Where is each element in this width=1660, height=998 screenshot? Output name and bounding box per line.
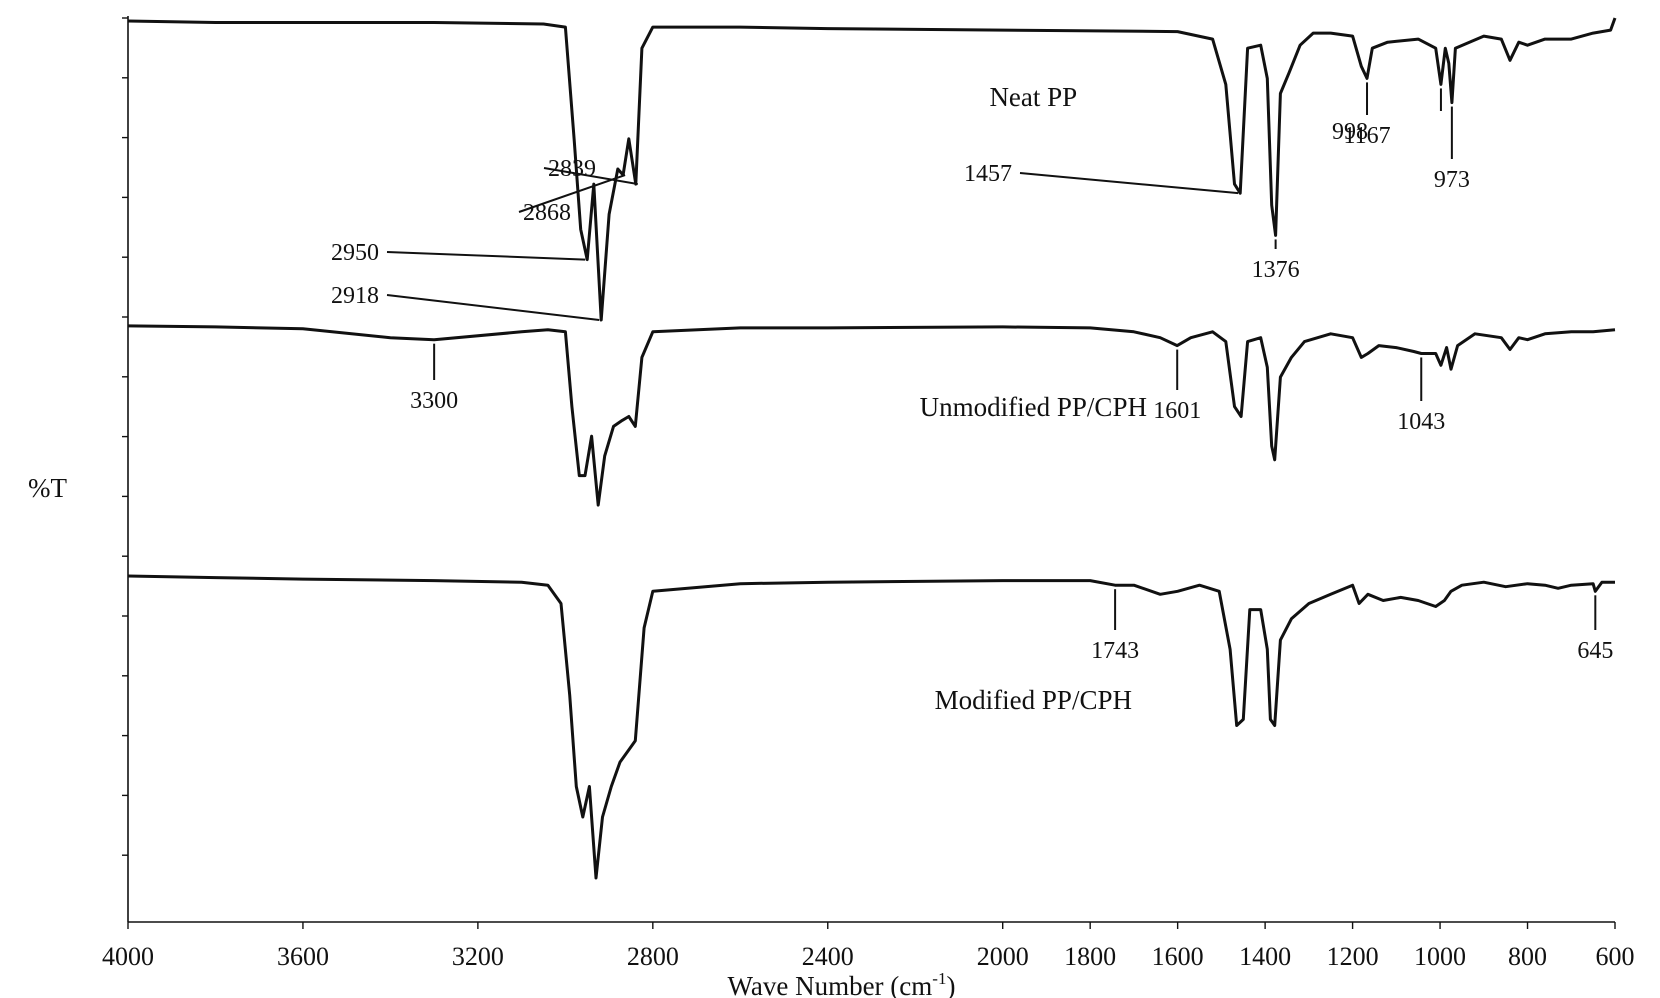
x-tick-label: 1800	[1064, 942, 1116, 971]
peak-annotation: 1601	[1153, 349, 1201, 424]
spectra	[127, 17, 1617, 880]
x-axis-label-sup: -1	[932, 969, 946, 988]
leader-line	[386, 251, 586, 261]
x-tick-label: 1200	[1327, 942, 1379, 971]
spectrum-line	[127, 574, 1615, 880]
x-axis-label: Wave Number (cm-1)	[728, 969, 956, 998]
peak-label: 2839	[548, 156, 596, 182]
x-tick-label: 800	[1508, 942, 1547, 971]
series-label: Neat PP	[989, 82, 1077, 112]
peak-label: 2918	[331, 283, 379, 309]
x-tick-label: 2000	[977, 942, 1029, 971]
peak-annotation: 3300	[410, 343, 458, 414]
x-tick-label: 4000	[102, 942, 154, 971]
x-axis-label-main: Wave Number (cm	[728, 971, 933, 998]
x-tick-label: 1000	[1414, 942, 1466, 971]
peak-label: 2950	[331, 240, 379, 266]
peak-annotation: 645	[1577, 595, 1613, 664]
peak-label: 1601	[1153, 398, 1201, 424]
y-axis-label: %T	[28, 473, 67, 503]
peak-annotation: 1743	[1091, 589, 1139, 664]
peak-label: 1457	[964, 161, 1012, 187]
peak-label: 1376	[1252, 257, 1300, 283]
spectrum-line	[127, 17, 1617, 322]
leader-line	[1019, 172, 1239, 195]
peak-label: 1167	[1343, 123, 1390, 149]
peak-annotation: 998	[1332, 88, 1442, 145]
x-tick-label: 1600	[1152, 942, 1204, 971]
leader-line	[386, 294, 600, 321]
peak-label: 1743	[1091, 638, 1139, 664]
x-axis-label-close: )	[946, 971, 955, 998]
peak-annotation: 973	[1434, 106, 1470, 193]
spectrum-line	[127, 324, 1616, 507]
peak-label: 1043	[1397, 409, 1445, 435]
series-label: Modified PP/CPH	[935, 685, 1132, 715]
series-label: Unmodified PP/CPH	[920, 392, 1147, 422]
axes: 4000 3600 3200 2800 2400 2000 1800 1600 1400 1200…	[102, 16, 1635, 971]
peak-label: 3300	[410, 388, 458, 414]
peak-annotation: 1376	[1252, 239, 1300, 283]
peak-label: 645	[1577, 638, 1613, 664]
peak-annotation: 2950	[331, 240, 586, 266]
x-tick-label: 1400	[1239, 942, 1291, 971]
x-tick-label: 2800	[627, 942, 679, 971]
peak-label: 973	[1434, 167, 1470, 193]
peak-annotation: 2918	[331, 283, 600, 321]
x-tick-label: 3200	[452, 942, 504, 971]
peak-annotation: 2868	[518, 174, 626, 226]
series-labels: Neat PP Unmodified PP/CPH Modified PP/CPH	[920, 82, 1147, 715]
peak-annotation: 1043	[1397, 357, 1445, 435]
peak-label: 2868	[523, 200, 571, 226]
peak-label: 998	[1332, 119, 1368, 145]
peak-annotation: 1167	[1343, 82, 1391, 149]
peak-annotation: 1457	[964, 161, 1239, 195]
x-tick-label: 600	[1596, 942, 1635, 971]
peak-annotation: 2839	[543, 156, 638, 186]
x-tick-label: 3600	[277, 942, 329, 971]
x-tick-label: 2400	[802, 942, 854, 971]
leader-line	[543, 167, 638, 186]
leader-line	[518, 174, 626, 213]
